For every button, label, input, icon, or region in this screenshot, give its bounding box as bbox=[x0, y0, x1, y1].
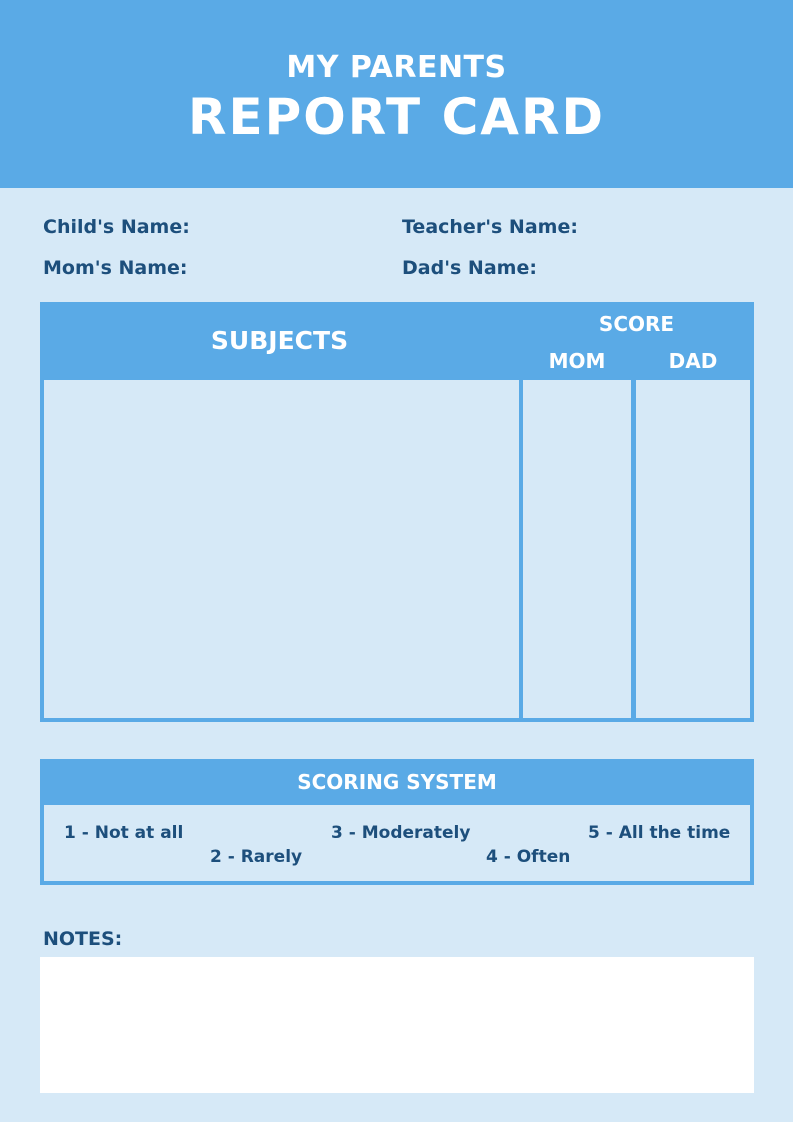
scoring-item: 2 - Rarely bbox=[210, 847, 303, 867]
scoring-item: 5 - All the time bbox=[588, 823, 731, 843]
notes-label: NOTES: bbox=[43, 928, 123, 950]
page-title: REPORT CARD bbox=[188, 88, 605, 146]
scoring-item: 1 - Not at all bbox=[64, 823, 184, 843]
subtitle: MY PARENTS bbox=[286, 50, 507, 85]
teacher-name-label: Teacher's Name: bbox=[402, 216, 578, 238]
mom-name-label: Mom's Name: bbox=[43, 257, 188, 279]
scoring-system: SCORING SYSTEM 1 - Not at all 2 - Rarely… bbox=[40, 759, 754, 885]
score-header: SCORE bbox=[598, 312, 675, 336]
child-name-label: Child's Name: bbox=[43, 216, 190, 238]
mom-score-cell[interactable] bbox=[523, 380, 631, 718]
dad-header: DAD bbox=[668, 349, 718, 373]
subjects-table: SUBJECTS SCORE MOM DAD bbox=[40, 302, 754, 722]
subjects-header: SUBJECTS bbox=[210, 326, 349, 355]
dad-score-cell[interactable] bbox=[636, 380, 750, 718]
dad-name-label: Dad's Name: bbox=[402, 257, 537, 279]
title-banner: MY PARENTS REPORT CARD bbox=[0, 0, 793, 188]
scoring-item: 3 - Moderately bbox=[331, 823, 471, 843]
subjects-cell[interactable] bbox=[44, 380, 519, 718]
scoring-title: SCORING SYSTEM bbox=[297, 770, 497, 794]
scoring-body: 1 - Not at all 2 - Rarely 3 - Moderately… bbox=[44, 805, 750, 881]
scoring-item: 4 - Often bbox=[486, 847, 571, 867]
notes-box[interactable] bbox=[40, 957, 754, 1093]
mom-header: MOM bbox=[548, 349, 606, 373]
